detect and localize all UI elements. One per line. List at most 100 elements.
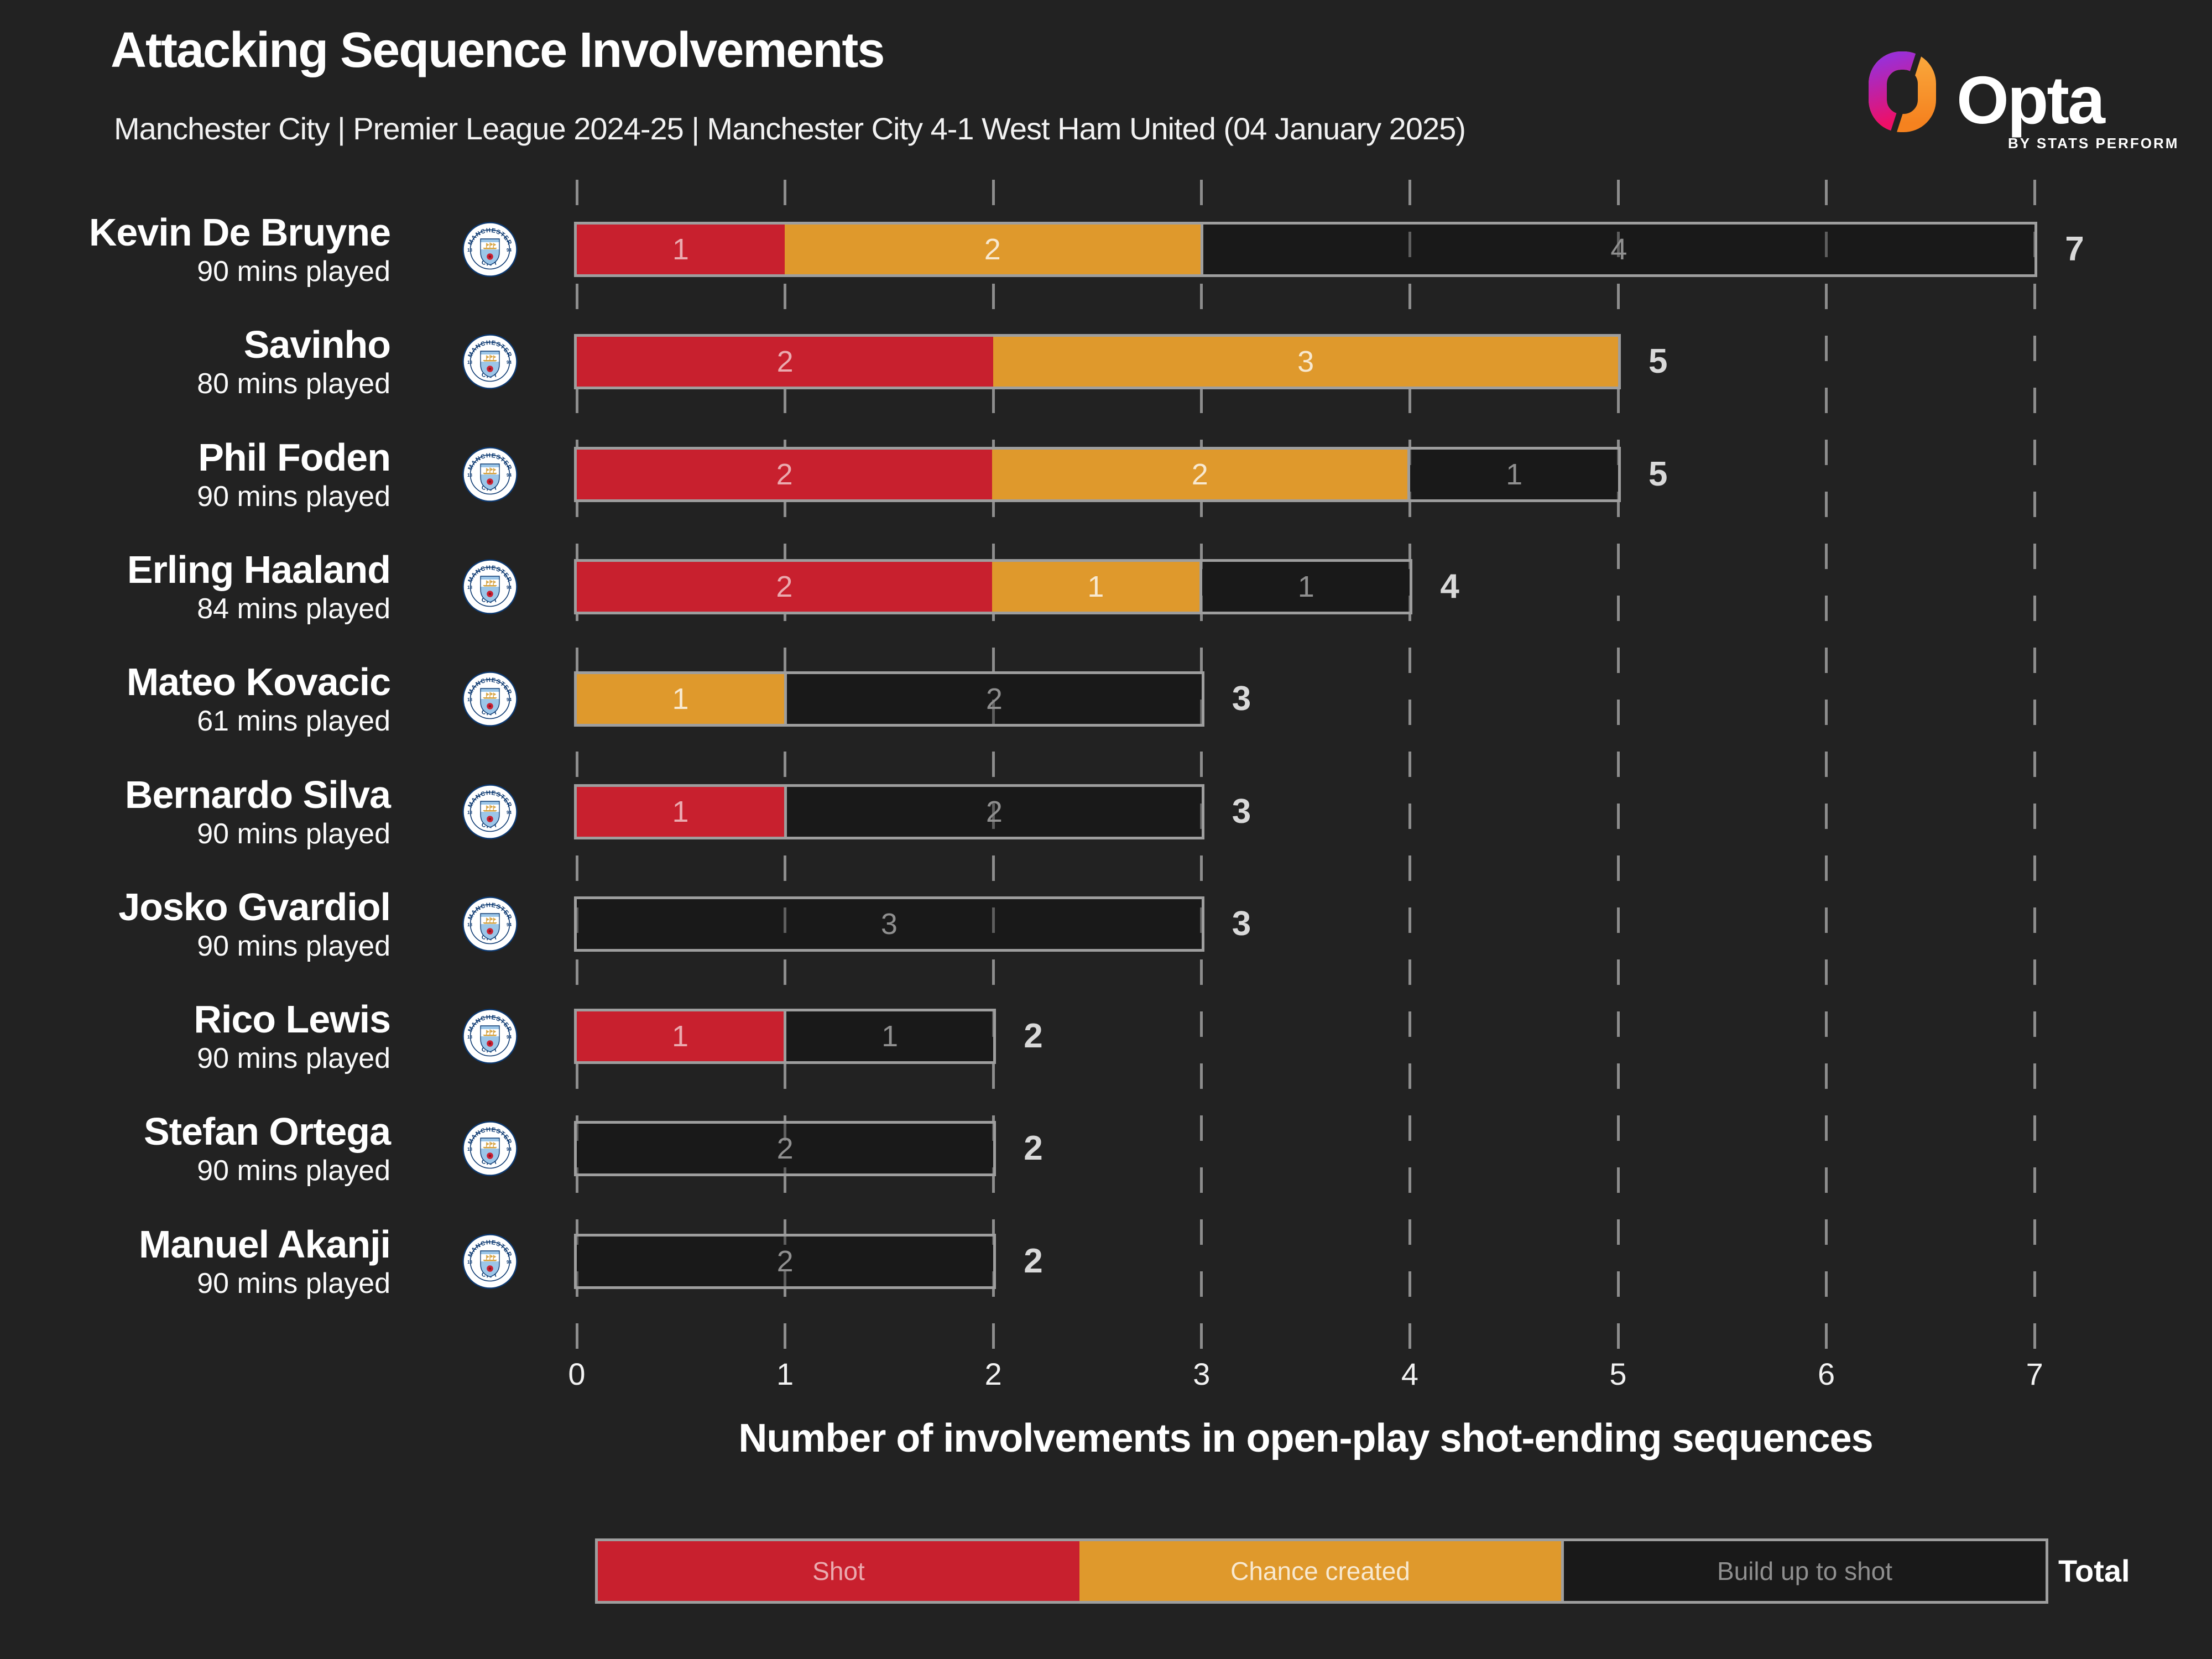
svg-text:94: 94: [507, 585, 512, 590]
player-minutes: 90 mins played: [197, 930, 390, 962]
total-value: 4: [1440, 567, 1459, 606]
player-name: Manuel Akanji: [138, 1222, 391, 1266]
page-subtitle: Manchester City | Premier League 2024-25…: [114, 111, 1466, 146]
svg-text:18: 18: [467, 248, 472, 253]
bar-segment-chance-created: 2: [992, 449, 1408, 499]
manchester-city-badge-icon: MANCHESTERCITY1894: [462, 222, 518, 280]
svg-text:94: 94: [507, 1260, 512, 1265]
manchester-city-badge-icon: MANCHESTERCITY1894: [462, 1233, 518, 1292]
player-minutes: 90 mins played: [197, 817, 390, 850]
svg-text:18: 18: [467, 360, 472, 365]
bar-segment-build-up: 1: [784, 1011, 994, 1062]
svg-text:94: 94: [507, 922, 512, 927]
bar-segment-chance-created: 3: [993, 337, 1618, 387]
svg-text:18: 18: [467, 585, 472, 590]
svg-text:94: 94: [507, 360, 512, 365]
svg-text:94: 94: [507, 1147, 512, 1152]
total-value: 3: [1232, 680, 1251, 718]
bar-segment-build-up: 3: [577, 899, 1202, 949]
bar-segment-shot: 2: [577, 449, 993, 499]
player-label: Bernardo Silva 90 mins played: [55, 772, 391, 851]
player-minutes: 90 mins played: [197, 255, 390, 288]
player-minutes: 90 mins played: [197, 1155, 390, 1187]
gridline: [1408, 180, 1411, 1355]
gridline: [1825, 180, 1828, 1355]
legend-total-label: Total: [2058, 1553, 2130, 1588]
total-value: 3: [1232, 792, 1251, 831]
player-name: Rico Lewis: [194, 998, 391, 1041]
total-value: 2: [1024, 1129, 1043, 1168]
player-label: Rico Lewis 90 mins played: [55, 997, 391, 1075]
player-name: Erling Haaland: [127, 547, 391, 591]
bar-segment-build-up: 2: [784, 674, 1202, 724]
x-tick-label: 1: [776, 1357, 794, 1391]
manchester-city-badge-icon: MANCHESTERCITY1894: [462, 1009, 518, 1067]
bar-segment-chance-created: 1: [992, 561, 1200, 612]
svg-text:18: 18: [467, 1035, 472, 1040]
svg-text:18: 18: [467, 697, 472, 702]
player-name: Josko Gvardiol: [118, 885, 391, 928]
player-label: Savinho 80 mins played: [55, 322, 391, 400]
bar-segment-shot: 2: [577, 561, 992, 612]
total-value: 3: [1232, 904, 1251, 943]
player-name: Savinho: [243, 323, 391, 367]
player-name: Stefan Ortega: [144, 1110, 391, 1154]
legend-item-shot: Shot: [598, 1541, 1079, 1601]
bar: 2: [574, 1233, 997, 1289]
total-value: 7: [2065, 230, 2084, 268]
player-minutes: 90 mins played: [197, 1042, 390, 1075]
manchester-city-badge-icon: MANCHESTERCITY1894: [462, 671, 518, 729]
bar-segment-build-up: 4: [1200, 225, 2035, 274]
manchester-city-badge-icon: MANCHESTERCITY1894: [462, 446, 518, 505]
player-minutes: 90 mins played: [197, 480, 390, 513]
player-minutes: 84 mins played: [197, 592, 390, 625]
player-name: Mateo Kovacic: [126, 660, 391, 704]
gridline: [2033, 180, 2036, 1355]
player-minutes: 61 mins played: [197, 705, 390, 738]
total-value: 5: [1648, 342, 1668, 381]
svg-text:18: 18: [467, 810, 472, 815]
player-minutes: 90 mins played: [197, 1267, 390, 1300]
bar-segment-shot: 2: [577, 337, 994, 387]
player-label: Josko Gvardiol 90 mins played: [55, 884, 391, 963]
player-label: Phil Foden 90 mins played: [55, 435, 391, 513]
bar-segment-shot: 1: [577, 1011, 784, 1062]
svg-text:18: 18: [467, 1260, 472, 1265]
bar-segment-shot: 1: [577, 225, 785, 274]
opta-logo: Opta BY STATS PERFORM: [1868, 39, 2211, 161]
gridline: [575, 180, 578, 1355]
x-tick-label: 5: [1609, 1357, 1627, 1391]
chart-legend: Shot Chance created Build up to shot: [595, 1538, 2048, 1604]
gridline: [1200, 180, 1203, 1355]
gridline: [784, 180, 787, 1355]
player-name: Bernardo Silva: [124, 773, 391, 816]
bar-segment-shot: 1: [577, 786, 784, 837]
opta-ring-icon: [1869, 39, 1936, 140]
svg-text:18: 18: [467, 922, 472, 927]
legend-item-chance-created: Chance created: [1079, 1541, 1561, 1601]
svg-text:94: 94: [507, 697, 512, 702]
x-tick-label: 2: [984, 1357, 1002, 1391]
x-tick-label: 0: [568, 1357, 586, 1391]
manchester-city-badge-icon: MANCHESTERCITY1894: [462, 334, 518, 392]
bar-segment-chance-created: 1: [577, 674, 784, 724]
player-label: Erling Haaland 84 mins played: [55, 547, 391, 625]
bar-segment-build-up: 2: [577, 1236, 994, 1286]
player-name: Phil Foden: [198, 435, 391, 479]
manchester-city-badge-icon: MANCHESTERCITY1894: [462, 784, 518, 842]
svg-text:94: 94: [507, 248, 512, 253]
manchester-city-badge-icon: MANCHESTERCITY1894: [462, 559, 518, 617]
player-name: Kevin De Bruyne: [88, 211, 391, 254]
opta-wordmark: Opta: [1957, 62, 2105, 138]
bar-segment-build-up: 1: [1407, 449, 1618, 499]
x-tick-label: 6: [1818, 1357, 1835, 1391]
x-tick-label: 7: [2026, 1357, 2043, 1391]
gridline: [992, 180, 995, 1355]
